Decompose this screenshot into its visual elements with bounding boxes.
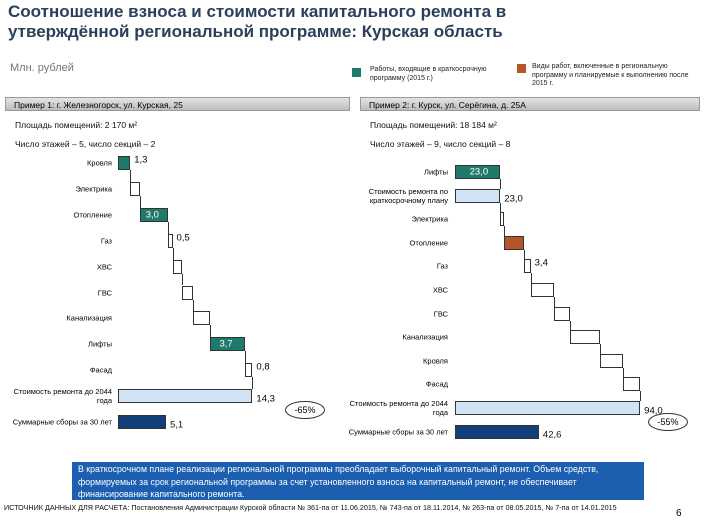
bar (118, 415, 166, 429)
category-label: Стоимость ремонта до 2044 года (13, 387, 112, 406)
category-label: ХВС (96, 262, 112, 272)
annotation: -65% (285, 401, 325, 419)
bar (570, 330, 600, 345)
note-box: В краткосрочном плане реализации региона… (72, 462, 644, 500)
category-label: Кровля (87, 158, 112, 168)
bar (455, 188, 501, 203)
connector (500, 179, 502, 189)
connector (167, 221, 169, 234)
source: ИСТОЧНИК ДАННЫХ ДЛЯ РАСЧЕТА: Постановлен… (4, 503, 617, 512)
connector (252, 377, 254, 390)
bar (455, 424, 539, 439)
value-label: 94,0 (644, 405, 663, 417)
bar (504, 235, 524, 250)
connector (130, 170, 132, 182)
connector (554, 297, 556, 307)
legend-swatch (352, 68, 361, 77)
category-label: Лифты (88, 339, 112, 349)
bar (172, 259, 182, 274)
value-label: 23,0 (504, 193, 523, 205)
category-label: Фасад (425, 379, 448, 389)
category-label: Канализация (402, 332, 448, 342)
value-label: 0,5 (176, 232, 190, 244)
category-label: ГВС (97, 288, 112, 297)
bar (244, 363, 253, 378)
area-text: Площадь помещений: 2 170 м² (15, 120, 138, 130)
bar (554, 306, 571, 321)
bar (193, 311, 211, 326)
category-label: ГВС (433, 309, 448, 319)
category-label: Суммарные сборы за 30 лет (348, 427, 448, 437)
category-label: Отопление (73, 210, 112, 220)
bar (130, 181, 140, 196)
connector (139, 195, 141, 208)
category-label: Отопление (409, 238, 448, 248)
category-label: Электрика (411, 214, 448, 224)
slide-title: Соотношение взноса и стоимости капитальн… (8, 2, 507, 41)
bar (599, 353, 624, 368)
legend-label: Работы, входящие в краткосрочную програм… (370, 66, 487, 82)
bar (623, 377, 641, 392)
bar (118, 156, 131, 170)
bar (500, 212, 505, 227)
value-label: 5,1 (169, 419, 184, 431)
value-label: 14,3 (256, 393, 275, 405)
connector (210, 325, 212, 338)
legend-label: Виды работ, включенные в региональную пр… (532, 63, 689, 87)
connector (523, 249, 525, 260)
connector (640, 391, 642, 401)
connector (244, 351, 246, 364)
value-label: 3,7 (219, 338, 233, 350)
bar (139, 207, 168, 222)
value-label: 23,0 (469, 166, 489, 178)
connector (181, 273, 183, 286)
floors-text: Число этажей – 9, число секций – 8 (370, 139, 511, 149)
category-label: Кровля (423, 356, 448, 366)
category-label: Стоимость ремонта до 2044 года (349, 399, 448, 417)
value-label: 42,6 (542, 429, 562, 441)
floors-text: Число этажей – 5, число секций – 2 (15, 139, 156, 149)
unit-label: Млн. рублей (10, 62, 74, 74)
bar (530, 283, 555, 297)
page-number: 6 (676, 508, 682, 519)
connector (193, 299, 195, 312)
bar (181, 285, 194, 300)
category-label: Стоимость ремонта по краткосрочному план… (368, 186, 448, 205)
category-label: Газ (436, 261, 448, 271)
bar (118, 389, 253, 404)
bar (523, 259, 531, 274)
connector (599, 344, 601, 354)
value-label: 3,4 (534, 257, 548, 269)
legend-swatch (517, 64, 526, 73)
value-label: 3,0 (145, 209, 159, 221)
category-label: Фасад (89, 365, 112, 375)
connector (500, 202, 502, 213)
area-text: Площадь помещений: 18 184 м² (370, 120, 497, 130)
bar (455, 165, 501, 179)
value-label: 0,8 (256, 361, 270, 373)
category-label: Суммарные сборы за 30 лет (12, 417, 112, 427)
connector (623, 367, 625, 378)
annotation: -55% (648, 413, 688, 431)
category-label: Канализация (66, 313, 112, 323)
category-label: Лифты (424, 167, 448, 177)
category-label: Газ (100, 236, 112, 246)
bar (167, 233, 173, 248)
connector (530, 273, 532, 283)
value-label: 1,3 (134, 154, 148, 166)
category-label: ХВС (432, 285, 448, 295)
connector (570, 320, 572, 331)
connector (504, 226, 506, 236)
category-label: Электрика (75, 184, 112, 194)
chart-header: Пример 1: г. Железногорск, ул. Курская, … (5, 97, 350, 111)
bar (455, 401, 641, 415)
bar (210, 337, 245, 352)
chart-header: Пример 2: г. Курск, ул. Серёгина, д. 25А (360, 97, 700, 111)
connector (172, 247, 174, 260)
